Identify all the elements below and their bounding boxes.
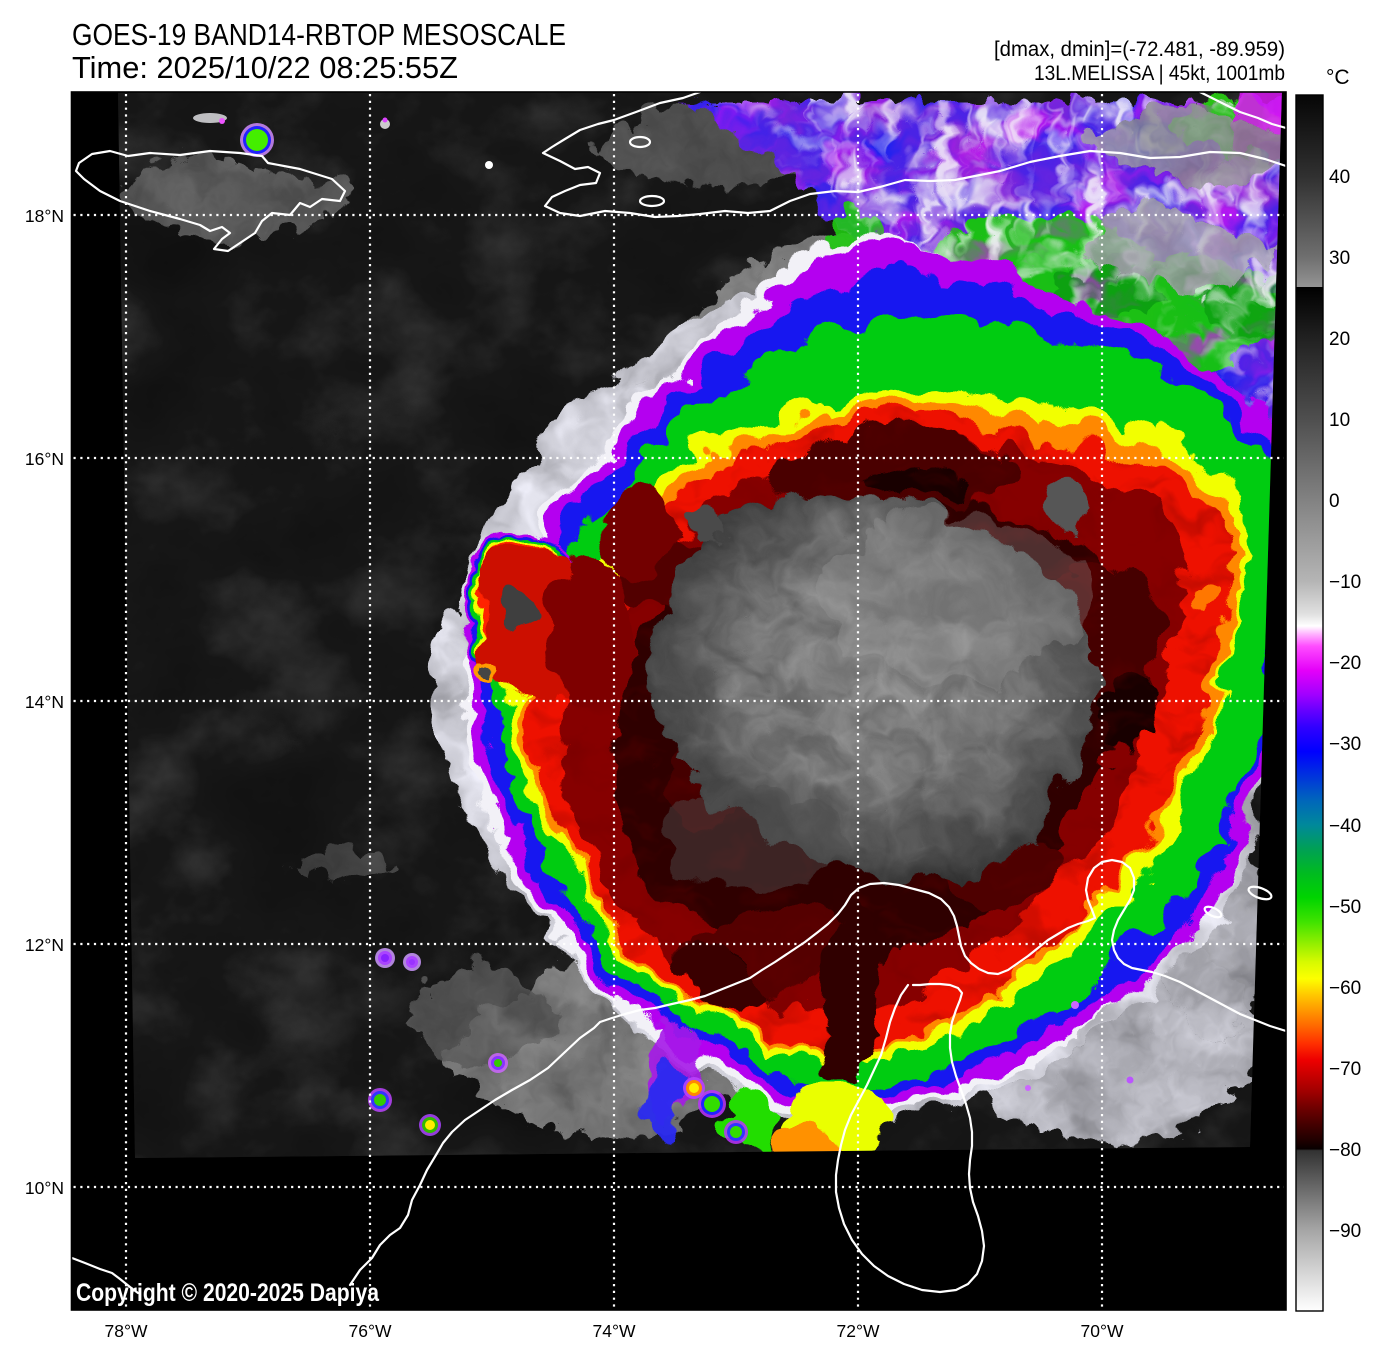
svg-text:−10: −10 [1329,572,1361,593]
svg-text:74°W: 74°W [593,1321,636,1341]
svg-text:0: 0 [1329,491,1340,512]
svg-text:GOES-19 BAND14-RBTOP MESOSCALE: GOES-19 BAND14-RBTOP MESOSCALE [72,17,566,52]
svg-text:76°W: 76°W [349,1321,392,1341]
svg-text:20: 20 [1329,329,1350,350]
svg-text:°C: °C [1326,66,1350,89]
svg-text:Copyright © 2020-2025 Dapiya: Copyright © 2020-2025 Dapiya [76,1279,380,1307]
svg-text:Time: 2025/10/22 08:25:55Z: Time: 2025/10/22 08:25:55Z [72,50,458,85]
svg-text:13L.MELISSA | 45kt, 1001mb: 13L.MELISSA | 45kt, 1001mb [1034,61,1285,85]
svg-text:−90: −90 [1329,1221,1361,1242]
svg-text:30: 30 [1329,248,1350,269]
svg-text:10°N: 10°N [25,1178,64,1198]
svg-text:−20: −20 [1329,653,1361,674]
svg-text:16°N: 16°N [25,449,64,469]
svg-text:−70: −70 [1329,1059,1361,1080]
svg-text:[dmax, dmin]=(-72.481, -89.959: [dmax, dmin]=(-72.481, -89.959) [994,37,1285,61]
svg-text:−60: −60 [1329,978,1361,999]
svg-text:−40: −40 [1329,816,1361,837]
svg-text:−50: −50 [1329,897,1361,918]
svg-text:−30: −30 [1329,734,1361,755]
svg-text:12°N: 12°N [25,935,64,955]
svg-text:78°W: 78°W [105,1321,148,1341]
svg-text:−80: −80 [1329,1140,1361,1161]
svg-text:40: 40 [1329,167,1350,188]
svg-text:14°N: 14°N [25,692,64,712]
svg-text:10: 10 [1329,410,1350,431]
svg-text:70°W: 70°W [1081,1321,1124,1341]
svg-text:72°W: 72°W [837,1321,880,1341]
svg-text:18°N: 18°N [25,206,64,226]
